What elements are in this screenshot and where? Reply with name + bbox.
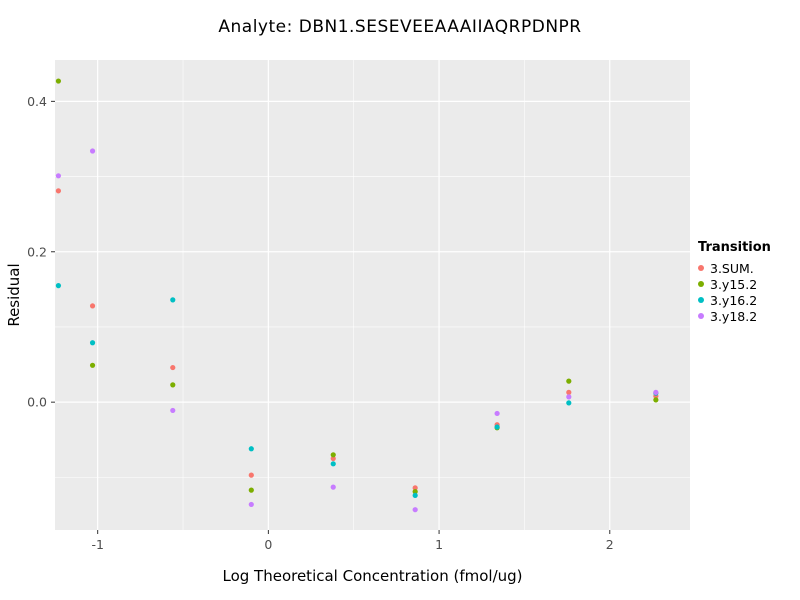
chart-title: Analyte: DBN1.SESEVEEAAAIIAQRPDNPR <box>218 17 582 37</box>
legend-title: Transition <box>698 240 771 255</box>
data-point <box>412 507 418 513</box>
y-axis-label: Residual <box>5 263 23 327</box>
legend-key-dot <box>698 265 704 271</box>
data-point <box>248 487 254 493</box>
data-point <box>89 148 96 154</box>
data-point <box>566 378 572 384</box>
data-point <box>170 382 176 388</box>
legend-key-dot <box>698 313 704 319</box>
legend-key-dot <box>698 281 704 287</box>
y-tick-label: 0.2 <box>27 244 47 259</box>
data-point <box>248 472 254 478</box>
data-point <box>248 501 254 508</box>
data-point <box>55 188 62 194</box>
x-tick-label: 0 <box>264 537 272 552</box>
legend-key-dot <box>698 297 704 303</box>
data-point <box>330 452 336 458</box>
data-point <box>566 389 572 395</box>
data-point <box>330 484 336 490</box>
data-point <box>330 461 336 467</box>
legend-item-label: 3.y15.2 <box>710 276 758 292</box>
data-point <box>89 362 96 368</box>
x-tick-label: -1 <box>91 537 103 552</box>
data-point <box>170 407 176 414</box>
x-tick-label: 2 <box>606 537 614 552</box>
y-tick-label: 0.4 <box>27 94 47 109</box>
legend-item: 3.SUM. <box>698 260 771 276</box>
data-point <box>248 446 254 452</box>
legend-item-label: 3.y16.2 <box>710 292 758 308</box>
data-point <box>566 400 572 406</box>
data-point <box>170 364 176 371</box>
legend-item: 3.y18.2 <box>698 308 771 324</box>
data-point <box>653 389 659 395</box>
data-point <box>89 303 96 309</box>
data-point <box>494 424 500 430</box>
legend-item-label: 3.SUM. <box>710 260 754 276</box>
y-tick-label: 0.0 <box>27 395 47 410</box>
data-point <box>412 485 418 491</box>
data-point <box>55 78 62 84</box>
legend-item: 3.y15.2 <box>698 276 771 292</box>
data-point <box>653 397 659 403</box>
data-point <box>566 394 572 400</box>
legend-items: 3.SUM. 3.y15.2 3.y16.2 3.y18.2 <box>698 260 771 324</box>
data-point <box>412 492 418 499</box>
data-point <box>55 283 62 289</box>
x-axis-label: Log Theoretical Concentration (fmol/ug) <box>222 567 523 585</box>
x-tick-label: 1 <box>435 537 443 552</box>
legend-item-label: 3.y18.2 <box>710 308 758 324</box>
data-point <box>412 489 418 495</box>
plot-panel <box>55 60 690 530</box>
legend-item: 3.y16.2 <box>698 292 771 308</box>
data-point <box>494 410 500 417</box>
data-point <box>55 173 62 179</box>
legend: Transition 3.SUM. 3.y15.2 3.y16.2 3.y18.2 <box>698 240 771 324</box>
data-point <box>170 297 176 303</box>
data-point <box>330 455 336 462</box>
data-point <box>89 340 96 346</box>
